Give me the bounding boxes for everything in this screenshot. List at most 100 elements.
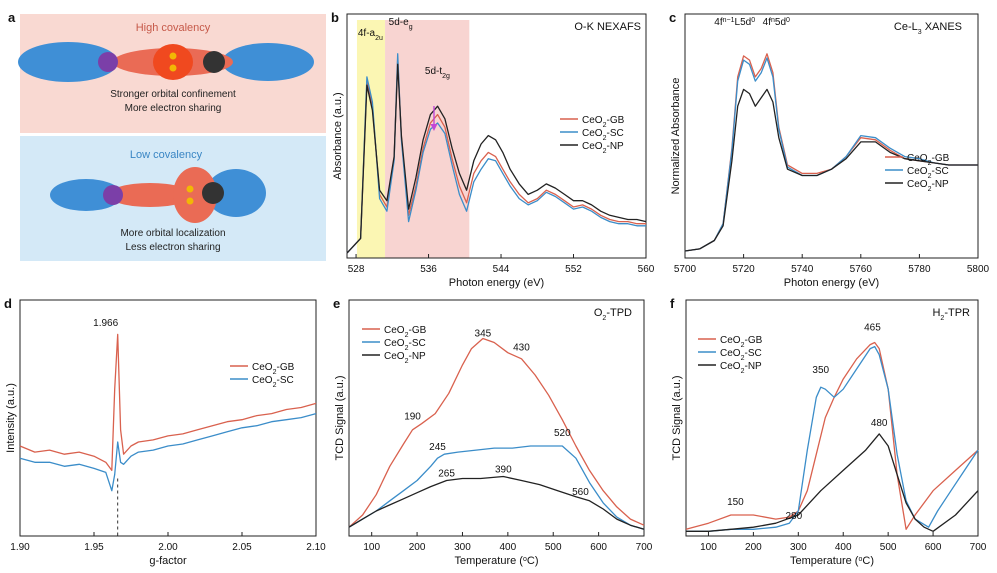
legend-entry: CeO2-GB — [252, 362, 295, 376]
x-axis-label: Photon energy (eV) — [449, 277, 544, 289]
legend-entry: CeO2-NP — [907, 179, 949, 193]
legend-entry: CeO2-NP — [582, 141, 624, 155]
panel-label: b — [331, 10, 339, 25]
plot-frame — [19, 299, 317, 537]
x-tick-label: 500 — [545, 542, 562, 553]
x-tick-label: 5760 — [850, 264, 873, 275]
trend-arrow-head — [430, 124, 438, 131]
low-covalency-line2: Less electron sharing — [125, 242, 220, 253]
y-axis-label: Normalized Absorbance — [670, 78, 682, 195]
high-covalency-title: High covalency — [136, 22, 211, 34]
x-tick-label: 600 — [590, 542, 607, 553]
plot-frame — [685, 299, 979, 537]
legend-entry: CeO2-NP — [384, 351, 426, 365]
charts: b 528 536 544 552 560 Photon energy (eV) Absorb… — [4, 10, 990, 567]
panel-label: f — [670, 296, 675, 311]
peak-annotation: 5d-t2g — [425, 66, 450, 80]
series-line-gb — [685, 341, 979, 530]
peak-annotation: 4f-a2u — [358, 28, 383, 42]
x-tick-label: 536 — [420, 264, 437, 275]
x-tick-label: 5800 — [967, 264, 990, 275]
high-covalency-line1: Stronger orbital confinement — [110, 89, 236, 100]
peak-annotation: 5d-eg — [389, 17, 413, 31]
chart-title: Ce-L3 XANES — [894, 21, 962, 36]
y-axis-label: TCD Signal (a.u.) — [334, 376, 346, 461]
legend-entry: CeO2-SC — [720, 348, 762, 362]
chart-c: c 5700 5720 5740 5760 5780 5800 Photon energy (… — [669, 10, 990, 289]
peak-annotation: 265 — [438, 469, 455, 480]
peak-annotation: 1.966 — [93, 318, 118, 329]
high-covalency-line2: More electron sharing — [125, 103, 222, 114]
panel-label: d — [4, 296, 12, 311]
x-axis-label: Temperature (oC) — [790, 555, 874, 567]
peak-annotation: 245 — [429, 442, 446, 453]
x-tick-label: 500 — [880, 542, 897, 553]
series-line-np — [686, 433, 979, 532]
legend-entry: CeO2-GB — [720, 335, 763, 349]
panel-label: c — [669, 10, 676, 25]
chart-d: d 1.90 1.95 2.00 2.05 2.10 g-factor Intensity (… — [4, 296, 326, 567]
chart-title: H2-TPR — [932, 307, 970, 322]
series-line-sc — [686, 345, 979, 532]
x-tick-label: 5720 — [732, 264, 755, 275]
x-tick-label: 2.10 — [306, 542, 326, 553]
legend-entry: CeO2-GB — [384, 325, 427, 339]
x-tick-label: 2.05 — [232, 542, 252, 553]
peak-annotation: 4fn5d0 — [763, 17, 790, 29]
legend-entry: CeO2-SC — [907, 166, 949, 180]
peak-annotation: 480 — [871, 418, 888, 429]
x-tick-label: 528 — [348, 264, 365, 275]
x-tick-label: 600 — [925, 542, 942, 553]
y-axis-label: Intensity (a.u.) — [5, 383, 17, 453]
series-line-np — [684, 88, 978, 252]
x-tick-label: 100 — [700, 542, 717, 553]
x-tick-label: 700 — [636, 542, 653, 553]
panel-label: a — [8, 10, 16, 25]
legend-entry: CeO2-GB — [582, 115, 625, 129]
low-covalency-title: Low covalency — [130, 149, 203, 161]
low-covalency-line1: More orbital localization — [120, 228, 225, 239]
peak-annotation: 350 — [812, 365, 829, 376]
low-covalency-orbital-icon — [50, 167, 266, 223]
legend-entry: CeO2-SC — [582, 128, 624, 142]
x-tick-label: 400 — [835, 542, 852, 553]
y-axis-label: Absorbance (a.u.) — [332, 92, 344, 179]
panel-label: e — [333, 296, 340, 311]
peak-annotation: 560 — [572, 487, 589, 498]
x-tick-label: 200 — [409, 542, 426, 553]
series-line-np — [348, 475, 645, 530]
peak-annotation: 345 — [475, 329, 492, 340]
plot-frame — [346, 13, 647, 259]
x-tick-label: 544 — [493, 264, 510, 275]
series-line-sc — [348, 445, 645, 530]
y-axis-label: TCD Signal (a.u.) — [671, 376, 683, 461]
peak-annotation: 4fn−1L5d0 — [714, 17, 755, 29]
peak-annotation: 520 — [554, 428, 571, 439]
peak-annotation: 150 — [727, 497, 744, 508]
legend-entry: CeO2-GB — [907, 153, 950, 167]
high-covalency-orbital-icon — [18, 42, 314, 82]
x-tick-label: 400 — [500, 542, 517, 553]
chart-b: b 528 536 544 552 560 Photon energy (eV) Absorb… — [331, 10, 655, 289]
x-tick-label: 552 — [565, 264, 582, 275]
x-tick-label: 300 — [454, 542, 471, 553]
x-axis-label: Temperature (oC) — [455, 555, 539, 567]
chart-title: O-K NEXAFS — [574, 21, 641, 33]
legend-entry: CeO2-SC — [384, 338, 426, 352]
x-tick-label: 1.95 — [84, 542, 104, 553]
legend-entry: CeO2-NP — [720, 361, 762, 375]
x-axis-label: g-factor — [149, 555, 187, 567]
series-line-sc — [19, 412, 317, 492]
peak-annotation: 465 — [864, 322, 881, 333]
x-tick-label: 5700 — [674, 264, 697, 275]
series-line-gb — [348, 337, 645, 528]
plot-frame — [684, 13, 979, 259]
peak-annotation: 390 — [495, 465, 512, 476]
series-line-np — [346, 63, 647, 254]
x-tick-label: 200 — [745, 542, 762, 553]
chart-f: f 100 200 300 400 500 600 700 Temperature (oC) TC… — [670, 296, 987, 567]
panel-a: a High covalency Stronger orbital confin… — [8, 10, 326, 261]
x-tick-label: 100 — [363, 542, 380, 553]
x-tick-label: 300 — [790, 542, 807, 553]
